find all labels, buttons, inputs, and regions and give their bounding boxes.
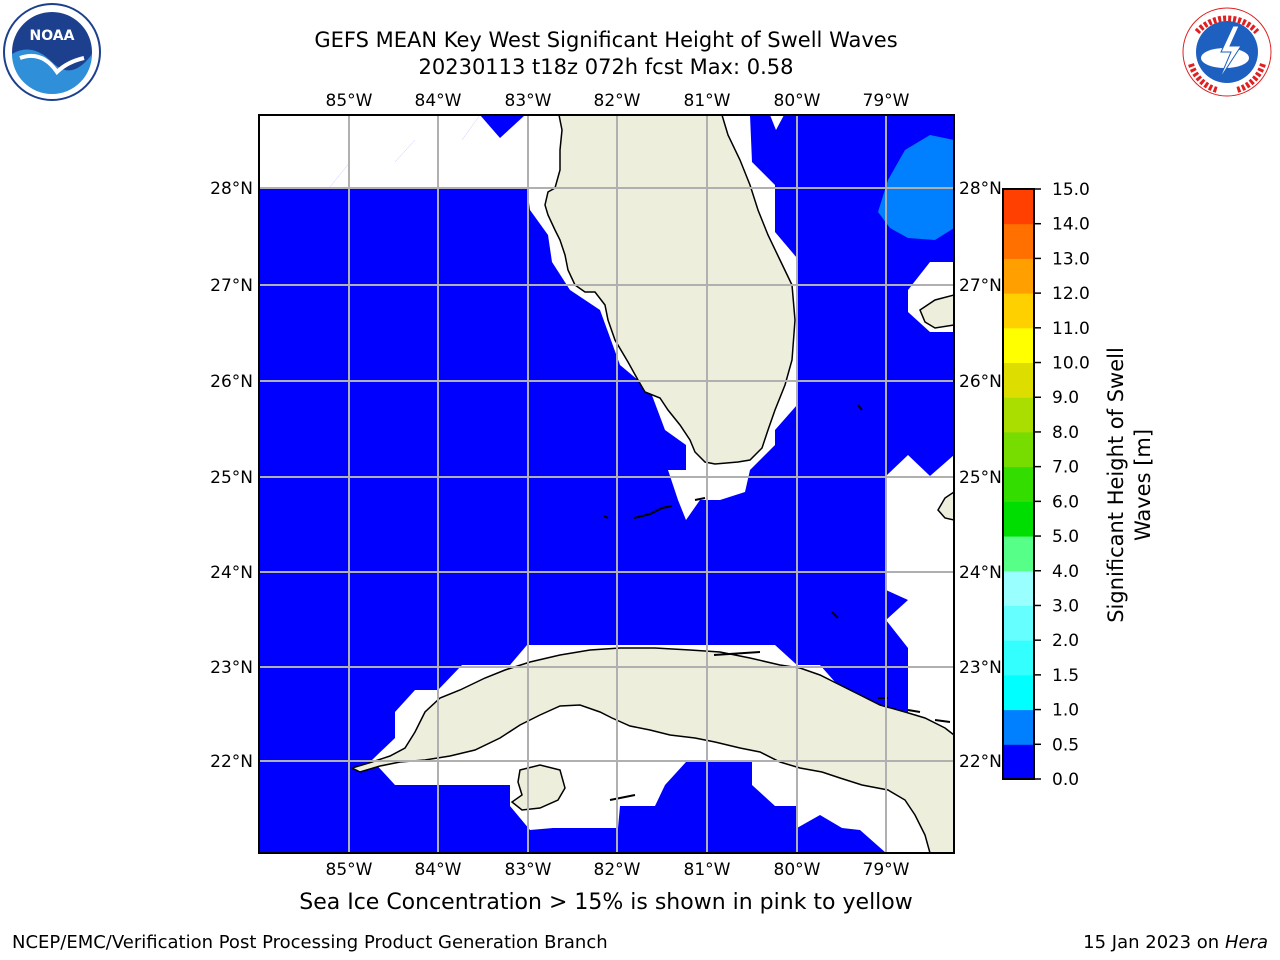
lat-label: 24°N (959, 563, 1002, 583)
map-canvas (259, 115, 954, 853)
colorbar-tick-label: 0.5 (1052, 735, 1079, 755)
colorbar-tick-label: 8.0 (1052, 423, 1079, 443)
nws-logo (1179, 4, 1275, 100)
lon-label: 81°W (684, 91, 731, 111)
colorbar-tick-label: 3.0 (1052, 596, 1079, 616)
map-frame (258, 114, 955, 854)
lon-label: 80°W (774, 91, 821, 111)
lon-label: 83°W (505, 860, 552, 880)
colorbar-swatch (1003, 189, 1034, 225)
footer-host: Hera (1224, 932, 1268, 953)
colorbar-tick-label: 13.0 (1052, 249, 1090, 269)
graticule (259, 115, 954, 853)
colorbar-label-line2: Waves [m] (1131, 429, 1155, 541)
colorbar-swatch (1003, 605, 1034, 641)
colorbar-swatch (1003, 501, 1034, 537)
colorbar-swatch (1003, 744, 1034, 780)
colorbar-tick-label: 1.0 (1052, 701, 1079, 721)
lon-label: 83°W (505, 91, 552, 111)
colorbar-tick-label: 2.0 (1052, 631, 1079, 651)
lat-labels-left: 28°N 27°N 26°N 25°N 24°N 23°N 22°N (210, 179, 253, 772)
colorbar-frame (1002, 188, 1035, 780)
bahamas-land (919, 294, 954, 329)
noaa-logo: NOAA (3, 3, 101, 101)
bahamas-land-2 (937, 491, 954, 521)
colorbar-swatches (1003, 189, 1034, 780)
colorbar-tick-label: 12.0 (1052, 284, 1090, 304)
lon-label: 80°W (774, 860, 821, 880)
colorbar-tick-label: 15.0 (1052, 180, 1090, 200)
lat-label: 25°N (959, 468, 1002, 488)
lon-label: 82°W (594, 860, 641, 880)
colorbar-swatch (1003, 431, 1034, 468)
lat-label: 25°N (210, 468, 253, 488)
lon-label: 81°W (684, 860, 731, 880)
colorbar-swatch (1003, 674, 1034, 711)
noaa-logo-text: NOAA (30, 28, 75, 44)
colorbar-label-line1: Significant Height of Swell (1104, 347, 1128, 623)
lat-labels-right: 28°N 27°N 26°N 25°N 24°N 23°N 22°N (959, 179, 1002, 772)
colorbar-swatch (1003, 293, 1034, 329)
lon-label: 79°W (863, 91, 910, 111)
land-areas (349, 115, 954, 853)
map-title: GEFS MEAN Key West Significant Height of… (314, 28, 898, 52)
footer-date: 15 Jan 2023 on Hera (1083, 932, 1268, 953)
lat-label: 28°N (210, 179, 253, 199)
colorbar-tick-label: 0.0 (1052, 770, 1079, 790)
footer-date-text: 15 Jan 2023 on (1083, 932, 1225, 953)
colorbar-ticks: 0.0 0.5 1.0 1.5 2.0 3.0 4.0 5.0 6.0 7.0 8.0 9.0 10.0… (1034, 180, 1090, 790)
lat-label: 26°N (210, 372, 253, 392)
lat-label: 28°N (959, 179, 1002, 199)
colorbar-tick-label: 4.0 (1052, 562, 1079, 582)
colorbar-tick-label: 9.0 (1052, 388, 1079, 408)
lon-label: 84°W (415, 860, 462, 880)
lat-label: 22°N (959, 752, 1002, 772)
colorbar: 0.0 0.5 1.0 1.5 2.0 3.0 4.0 5.0 6.0 7.0 8.0 9.0 10.0… (1002, 180, 1155, 790)
colorbar-swatch (1003, 640, 1034, 676)
lat-label: 27°N (959, 276, 1002, 296)
florida-land (544, 115, 796, 465)
colorbar-swatch (1003, 536, 1034, 572)
keys-islands (603, 404, 951, 801)
lat-label: 23°N (210, 658, 253, 678)
lat-label: 22°N (210, 752, 253, 772)
lat-label: 23°N (959, 658, 1002, 678)
lon-label: 85°W (326, 91, 373, 111)
colorbar-swatch (1003, 327, 1034, 364)
colorbar-tick-label: 5.0 (1052, 527, 1079, 547)
colorbar-swatch (1003, 362, 1034, 398)
colorbar-tick-label: 11.0 (1052, 319, 1090, 339)
lat-label: 24°N (210, 563, 253, 583)
colorbar-tick-label: 14.0 (1052, 215, 1090, 235)
colorbar-swatch (1003, 570, 1034, 606)
colorbar-swatch (1003, 223, 1034, 259)
colorbar-tick-label: 7.0 (1052, 458, 1079, 478)
map-subtitle: 20230113 t18z 072h fcst Max: 0.58 (418, 55, 794, 79)
colorbar-swatch (1003, 466, 1034, 502)
colorbar-tick-label: 6.0 (1052, 492, 1079, 512)
lon-label: 82°W (594, 91, 641, 111)
lon-label: 79°W (863, 860, 910, 880)
colorbar-swatch (1003, 709, 1034, 745)
colorbar-swatch (1003, 258, 1034, 294)
isla-juventud-land (510, 764, 566, 811)
colorbar-tick-label: 1.5 (1052, 666, 1079, 686)
lat-label: 27°N (210, 276, 253, 296)
lon-labels-top: 85°W 84°W 83°W 82°W 81°W 80°W 79°W (326, 91, 910, 111)
colorbar-tick-label: 10.0 (1052, 354, 1090, 374)
lon-label: 85°W (326, 860, 373, 880)
lat-label: 26°N (959, 372, 1002, 392)
sea-ice-caption: Sea Ice Concentration > 15% is shown in … (299, 890, 913, 915)
cuba-land (349, 647, 954, 853)
lon-labels-bottom: 85°W 84°W 83°W 82°W 81°W 80°W 79°W (326, 860, 910, 880)
colorbar-swatch (1003, 397, 1034, 433)
lon-label: 84°W (415, 91, 462, 111)
footer-producer: NCEP/EMC/Verification Post Processing Pr… (12, 932, 608, 953)
